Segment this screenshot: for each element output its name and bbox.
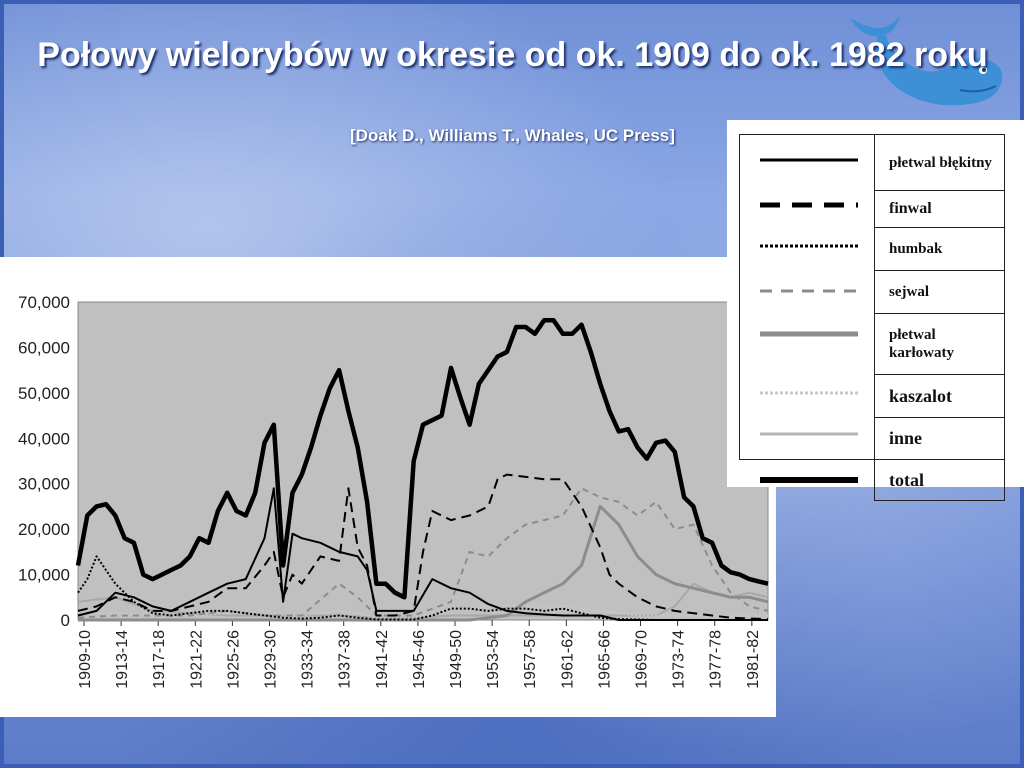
legend-label: kaszalot — [874, 374, 1005, 418]
legend-row: finwal — [739, 190, 1005, 228]
x-tick-label: 1957-58 — [522, 630, 539, 689]
legend-label: finwal — [874, 190, 1005, 228]
x-tick-label: 1913-14 — [114, 630, 131, 689]
line-chart: 0 10,000 20,000 30,000 40,000 50,000 60,000 70,… — [18, 293, 769, 689]
legend-swatch — [739, 134, 875, 191]
x-tick-label: 1917-18 — [151, 630, 168, 689]
x-tick-label: 1969-70 — [634, 630, 651, 689]
chart-panel: 0 10,000 20,000 30,000 40,000 50,000 60,000 70,… — [0, 257, 776, 717]
legend-label: sejwal — [874, 270, 1005, 314]
y-tick-label: 50,000 — [18, 384, 70, 403]
legend-row: płetwal karłowaty — [739, 313, 1005, 375]
legend-label: płetwal karłowaty — [874, 313, 1005, 375]
x-tick-label: 1937-38 — [337, 630, 354, 689]
slide-subtitle: [Doak D., Williams T., Whales, UC Press] — [350, 126, 675, 145]
legend-swatch — [739, 313, 875, 375]
legend-panel: płetwal błękitny finwal humbak sejwal pł… — [727, 120, 1024, 501]
legend-row: kaszalot — [739, 374, 1005, 418]
legend-label: płetwal błękitny — [874, 134, 1005, 191]
y-tick-label: 60,000 — [18, 338, 70, 357]
series-line-dotted-light — [78, 605, 768, 619]
y-tick-label: 20,000 — [18, 520, 70, 539]
legend-swatch — [739, 417, 875, 460]
series-line-solid-thin — [77, 487, 768, 621]
x-tick-label: 1909-10 — [77, 630, 94, 689]
x-tick-label: 1949-50 — [448, 630, 465, 689]
x-tick-label: 1961-62 — [559, 630, 576, 689]
legend-swatch — [739, 270, 875, 314]
legend-row: humbak — [739, 227, 1005, 271]
x-tick-label: 1953-54 — [485, 630, 502, 689]
series-line-dash-gray — [77, 487, 769, 619]
legend-swatch — [740, 459, 875, 501]
y-tick-label: 70,000 — [18, 293, 70, 312]
legend-label: humbak — [874, 227, 1005, 271]
x-tick-label: 1929-30 — [263, 630, 280, 689]
legend-row: sejwal — [739, 270, 1005, 314]
x-tick-label: 1921-22 — [188, 630, 205, 689]
series-line-solid-bold — [75, 317, 769, 600]
series-line-dash-bold — [77, 473, 769, 621]
x-tick-label: 1945-46 — [411, 630, 428, 689]
y-tick-label: 40,000 — [18, 429, 70, 448]
x-tick-label: 1925-26 — [225, 630, 242, 689]
x-tick-label: 1965-66 — [596, 630, 613, 689]
y-tick-label: 30,000 — [18, 475, 70, 494]
legend-swatch — [739, 374, 875, 418]
legend-label: inne — [874, 417, 1005, 460]
y-tick-label: 0 — [61, 611, 70, 630]
x-tick-label: 1941-42 — [374, 630, 391, 689]
legend-table: płetwal błękitny finwal humbak sejwal pł… — [739, 134, 1005, 501]
legend-row: total — [740, 458, 1005, 501]
legend-label: total — [874, 458, 1005, 501]
x-tick-label: 1981-82 — [745, 630, 762, 689]
whale-icon — [850, 16, 1003, 106]
legend-swatch — [739, 227, 875, 271]
slide-title: Połowy wielorybów w okresie od ok. 1909 … — [37, 36, 988, 74]
legend-row: inne — [739, 417, 1005, 460]
legend-swatch — [739, 190, 875, 228]
plot-area — [77, 301, 769, 621]
x-tick-label: 1977-78 — [708, 630, 725, 689]
x-tick-label: 1973-74 — [671, 630, 688, 689]
y-tick-label: 10,000 — [18, 566, 70, 585]
legend-row: płetwal błękitny — [739, 134, 1005, 191]
series-line-solid-gray — [78, 504, 769, 622]
x-tick-label: 1933-34 — [300, 630, 317, 689]
